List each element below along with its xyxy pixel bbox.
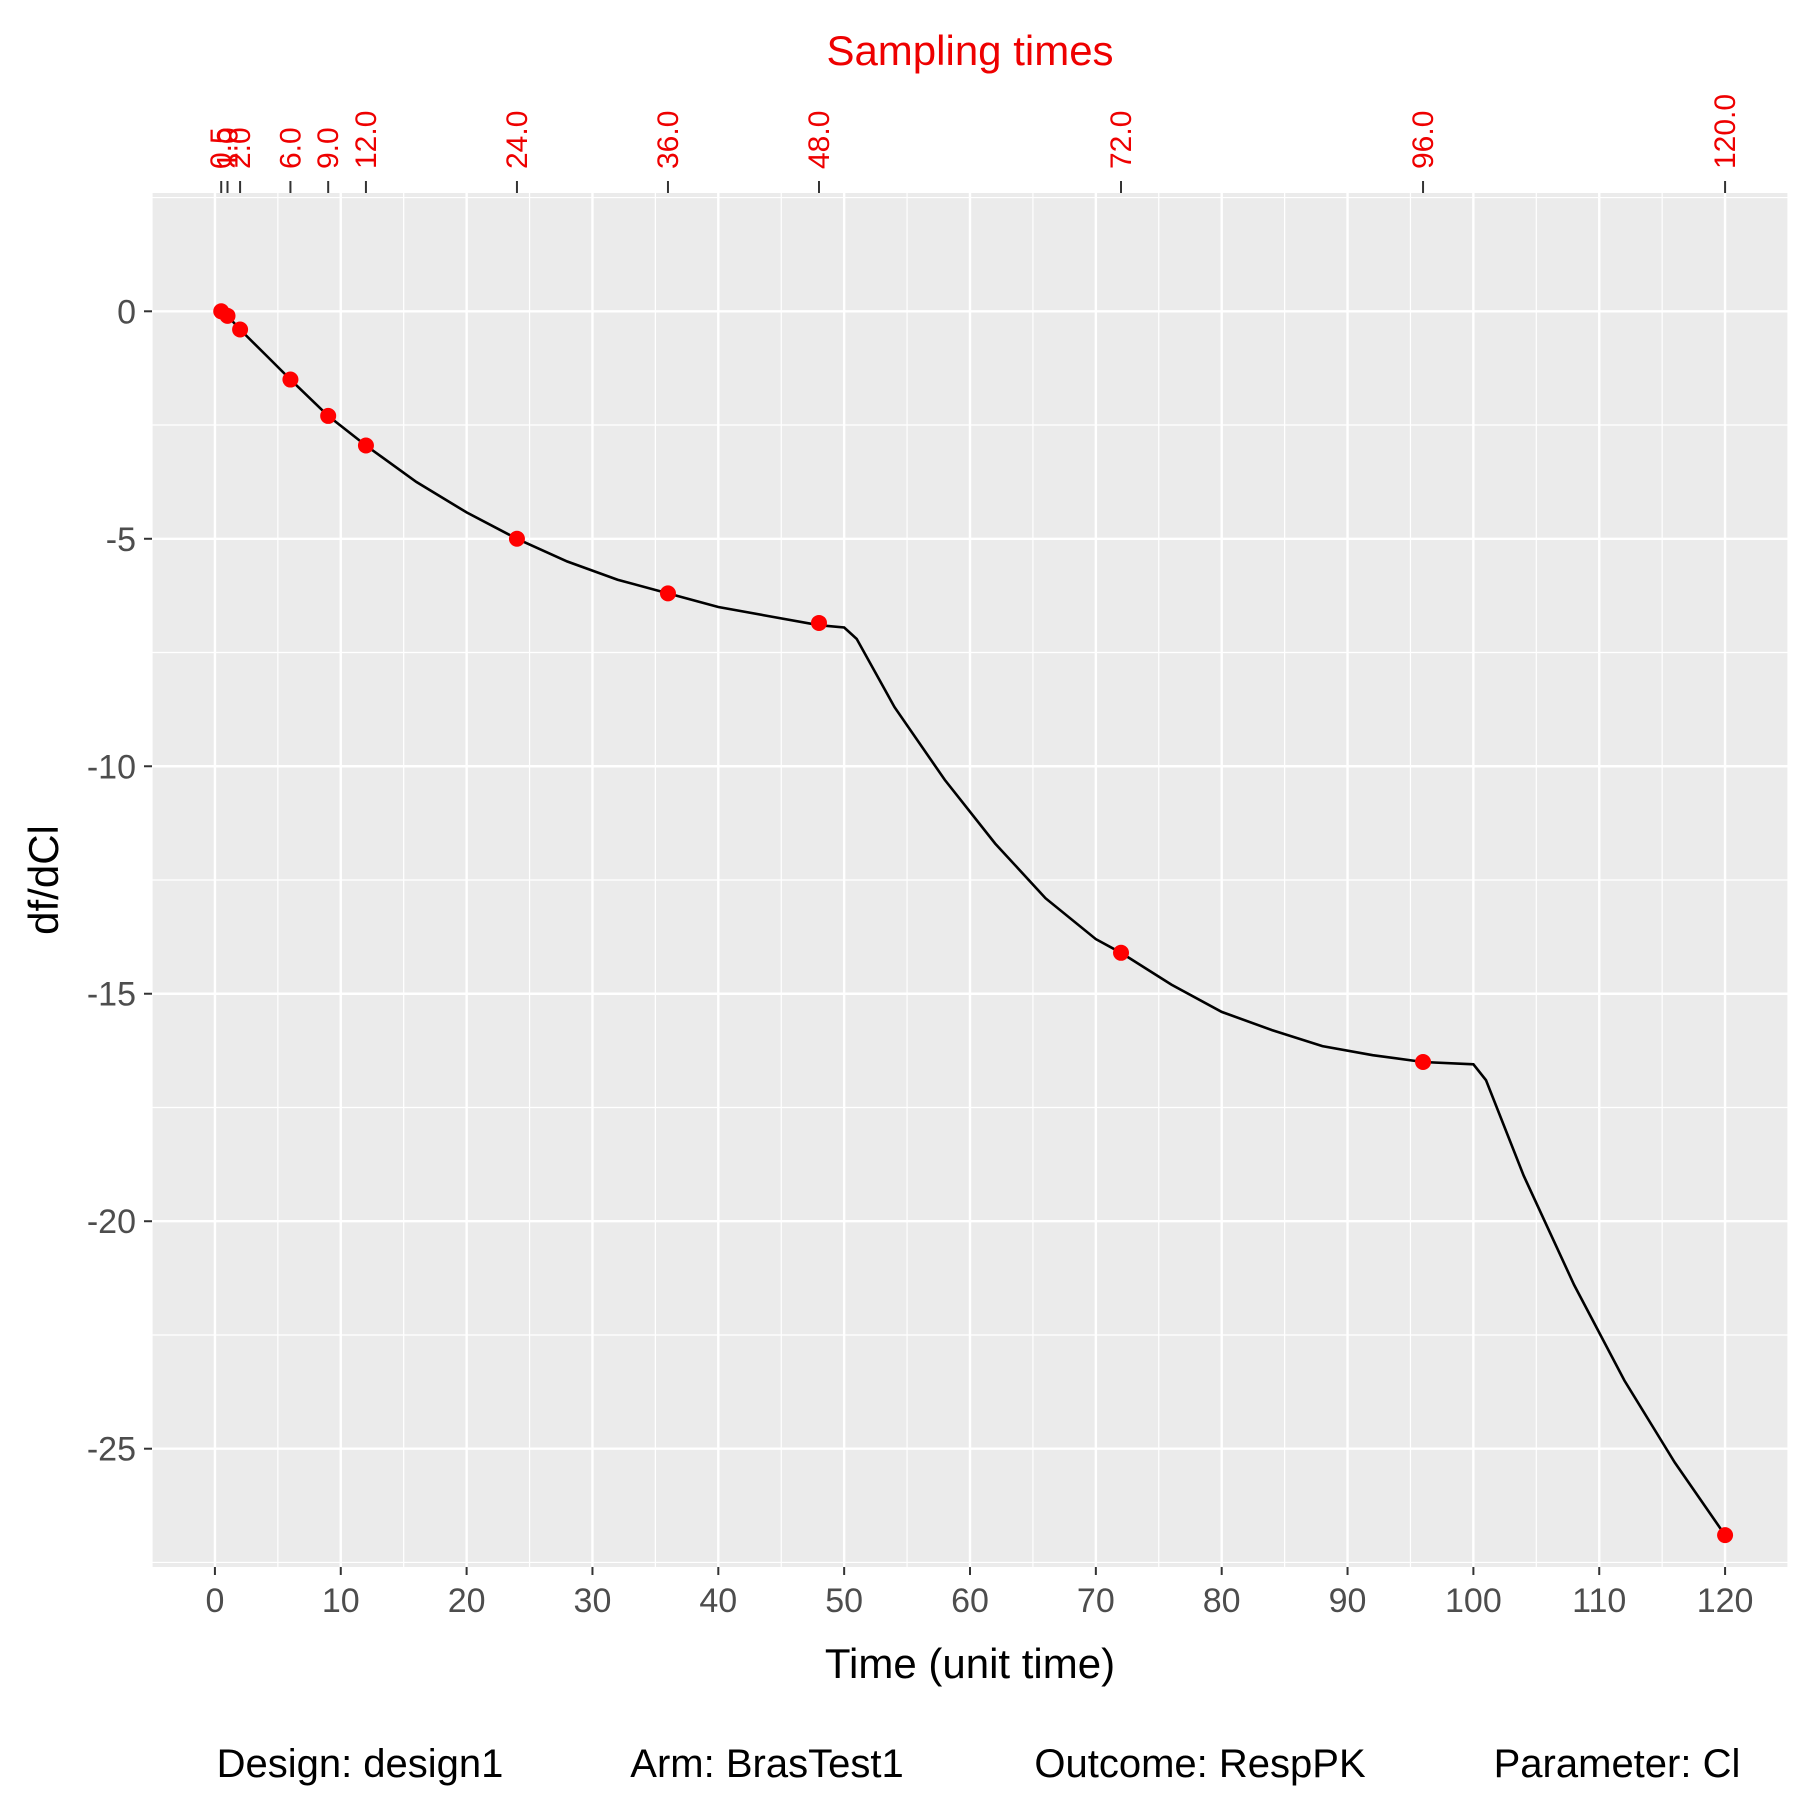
data-points (213, 303, 1734, 1544)
data-point (810, 614, 827, 631)
y-tick-label: 0 (117, 293, 136, 331)
sampling-time-label: 36.0 (652, 111, 685, 169)
data-point (1113, 944, 1130, 961)
sampling-time-label: 1.0 (212, 127, 245, 169)
sampling-times-axis: 0.51.02.0 6.0 9.0 12.0 24.0 36.0 48.0 72.0 96.0 1… (205, 94, 1742, 193)
x-tick-label: 110 (1572, 1582, 1626, 1620)
caption-arm: Arm: BrasTest1 (630, 1742, 903, 1786)
x-tick-label: 20 (448, 1582, 486, 1620)
data-point (357, 437, 374, 454)
x-tick-label: 30 (574, 1582, 612, 1620)
x-tick-label: 10 (322, 1582, 360, 1620)
x-tick-label: 90 (1329, 1582, 1367, 1620)
data-point (508, 530, 525, 547)
y-tick-label: -25 (87, 1431, 136, 1469)
x-axis: 0 10 20 30 40 50 60 70 80 90 100 110 120 (205, 1567, 1753, 1620)
sampling-time-label: 9.0 (312, 127, 345, 169)
data-point (219, 307, 236, 324)
x-tick-label: 40 (699, 1582, 737, 1620)
data-point (1415, 1053, 1432, 1070)
y-tick-label: -5 (106, 521, 136, 559)
sampling-time-label: 0.5 (205, 127, 238, 169)
data-point (1717, 1527, 1734, 1544)
sampling-time-label: 6.0 (274, 127, 307, 169)
sampling-time-label: 12.0 (350, 111, 383, 169)
y-axis-title: df/dCl (20, 825, 67, 935)
y-axis: 0 -5 -10 -15 -20 -25 (87, 293, 152, 1469)
y-tick-label: -15 (87, 976, 136, 1014)
x-tick-label: 80 (1203, 1582, 1241, 1620)
y-tick-label: -20 (87, 1203, 136, 1241)
sampling-time-label: 96.0 (1407, 111, 1440, 169)
x-tick-label: 120 (1697, 1582, 1754, 1620)
data-point (320, 407, 337, 424)
sampling-time-label: 2.0 (224, 127, 257, 169)
x-tick-label: 60 (951, 1582, 989, 1620)
data-point (282, 371, 299, 388)
data-point (232, 321, 249, 338)
caption-parameter: Parameter: Cl (1494, 1742, 1741, 1786)
caption-design: Design: design1 (217, 1742, 504, 1786)
x-axis-title: Time (unit time) (825, 1640, 1115, 1687)
sampling-time-label: 120.0 (1709, 94, 1742, 169)
y-tick-label: -10 (87, 748, 136, 786)
caption-outcome: Outcome: RespPK (1034, 1742, 1366, 1786)
sampling-times-title: Sampling times (826, 27, 1113, 74)
sampling-time-label: 48.0 (803, 111, 836, 169)
sampling-time-label: 72.0 (1105, 111, 1138, 169)
x-tick-label: 70 (1077, 1582, 1115, 1620)
x-tick-label: 50 (825, 1582, 863, 1620)
data-point (659, 585, 676, 602)
caption: Design: design1 Arm: BrasTest1 Outcome: … (217, 1742, 1741, 1786)
x-tick-label: 100 (1445, 1582, 1502, 1620)
x-tick-label: 0 (205, 1582, 224, 1620)
major-grid (152, 193, 1788, 1567)
sampling-time-label: 24.0 (501, 111, 534, 169)
